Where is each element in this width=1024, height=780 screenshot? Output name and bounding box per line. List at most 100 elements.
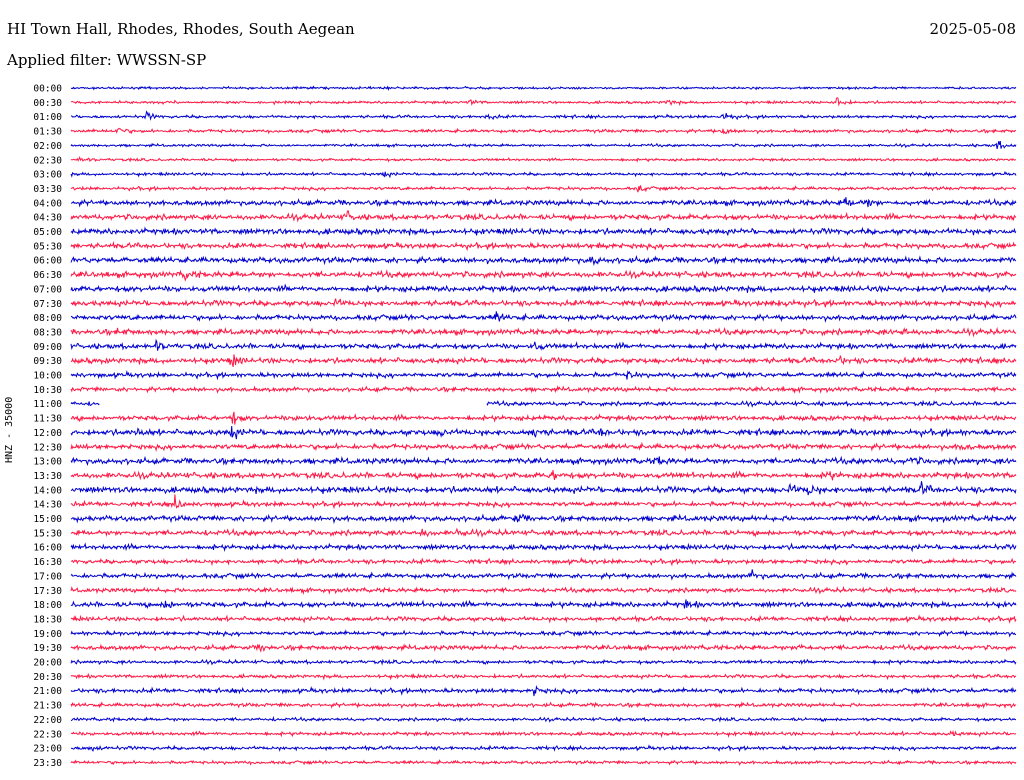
- trace-line: [70, 283, 1017, 294]
- time-tick-label: 12:00: [33, 428, 62, 439]
- trace-line: [70, 744, 1017, 753]
- trace-line: [70, 185, 1017, 193]
- time-tick-label: 09:00: [33, 342, 62, 353]
- time-tick-label: 18:30: [33, 614, 62, 625]
- time-tick-label: 21:30: [33, 701, 62, 712]
- time-tick-label: 05:00: [33, 227, 62, 238]
- trace-line: [70, 599, 1017, 610]
- time-tick-label: 01:00: [33, 112, 62, 123]
- time-tick-label: 15:30: [33, 528, 62, 539]
- trace-line: [70, 140, 1017, 150]
- time-tick-label: 16:30: [33, 557, 62, 568]
- time-tick-label: 20:00: [33, 658, 62, 669]
- trace-line: [70, 585, 1017, 595]
- time-tick-label: 03:30: [33, 184, 62, 195]
- trace-line: [70, 685, 1017, 697]
- time-tick-label: 11:30: [33, 414, 62, 425]
- trace-line: [70, 455, 1017, 467]
- time-tick-label: 19:00: [33, 629, 62, 640]
- trace-line: [70, 241, 1017, 252]
- time-tick-label: 05:30: [33, 241, 62, 252]
- time-tick-label: 04:30: [33, 213, 62, 224]
- trace-line: [70, 470, 1017, 481]
- time-tick-label: 23:30: [33, 758, 62, 769]
- trace-line: [70, 226, 1017, 237]
- time-tick-label: 19:30: [33, 643, 62, 654]
- trace-line: [70, 338, 1017, 352]
- trace-line: [70, 370, 1017, 381]
- trace-line: [70, 629, 1017, 638]
- time-tick-label: 21:00: [33, 686, 62, 697]
- trace-line: [70, 672, 1017, 681]
- trace-line: [70, 569, 1017, 581]
- time-tick-label: 17:00: [33, 571, 62, 582]
- trace-line: [70, 210, 1017, 223]
- time-tick-label: 13:30: [33, 471, 62, 482]
- trace-line: [70, 401, 100, 407]
- time-tick-label: 18:00: [33, 600, 62, 611]
- trace-line: [70, 155, 1017, 163]
- time-tick-label: 02:00: [33, 141, 62, 152]
- time-tick-label: 22:30: [33, 729, 62, 740]
- trace-line: [70, 269, 1017, 282]
- time-tick-label: 17:30: [33, 586, 62, 597]
- time-tick-label: 10:00: [33, 371, 62, 382]
- trace-line: [70, 729, 1017, 738]
- time-tick-label: 07:00: [33, 284, 62, 295]
- time-tick-label: 00:00: [33, 84, 62, 95]
- time-tick-label: 06:00: [33, 256, 62, 267]
- time-tick-label: 09:30: [33, 356, 62, 367]
- time-tick-label: 22:00: [33, 715, 62, 726]
- time-tick-label: 02:30: [33, 155, 62, 166]
- time-tick-label: 03:00: [33, 170, 62, 181]
- trace-line: [70, 759, 1017, 766]
- trace-line: [70, 85, 1017, 91]
- trace-line: [70, 411, 1017, 425]
- trace-line: [70, 127, 1017, 135]
- time-tick-label: 13:00: [33, 457, 62, 468]
- time-tick-label: 15:00: [33, 514, 62, 525]
- station-title: HI Town Hall, Rhodes, Rhodes, South Aege…: [7, 20, 355, 38]
- time-tick-label: 14:30: [33, 500, 62, 511]
- trace-line: [70, 254, 1017, 267]
- trace-line: [70, 441, 1017, 453]
- trace-line: [70, 385, 1017, 395]
- trace-line: [70, 97, 1017, 107]
- trace-line: [70, 715, 1017, 723]
- trace-line: [71, 197, 1017, 209]
- time-tick-label: 08:30: [33, 327, 62, 338]
- time-tick-label: 11:00: [33, 399, 62, 410]
- trace-line: [70, 425, 1017, 440]
- time-tick-label: 06:30: [33, 270, 62, 281]
- trace-line: [70, 354, 1017, 367]
- time-tick-label: 07:30: [33, 299, 62, 310]
- trace-line: [70, 701, 1017, 710]
- time-tick-label: 12:30: [33, 442, 62, 453]
- trace-line: [70, 494, 1017, 510]
- trace-line: [70, 614, 1017, 624]
- trace-line: [70, 556, 1017, 567]
- time-tick-label: 00:30: [33, 98, 62, 109]
- trace-line: [70, 527, 1017, 539]
- time-tick-label: 14:00: [33, 485, 62, 496]
- time-tick-label: 01:30: [33, 127, 62, 138]
- trace-line: [70, 326, 1017, 338]
- time-tick-label: 04:00: [33, 198, 62, 209]
- time-tick-label: 23:00: [33, 744, 62, 755]
- time-tick-label: 16:00: [33, 543, 62, 554]
- time-tick-label: 08:00: [33, 313, 62, 324]
- trace-line: [70, 643, 1017, 653]
- trace-line: [70, 170, 1017, 179]
- trace-line: [71, 110, 1017, 121]
- trace-line: [70, 658, 1017, 666]
- filter-label: Applied filter: WWSSN-SP: [7, 51, 207, 69]
- date-label: 2025-05-08: [929, 20, 1016, 38]
- trace-line: [70, 298, 1017, 309]
- time-tick-label: 10:30: [33, 385, 62, 396]
- time-tick-label: 20:30: [33, 672, 62, 683]
- trace-line: [70, 513, 1017, 525]
- trace-line: [70, 311, 1017, 323]
- trace-line: [70, 481, 1017, 496]
- trace-line: [486, 399, 1017, 408]
